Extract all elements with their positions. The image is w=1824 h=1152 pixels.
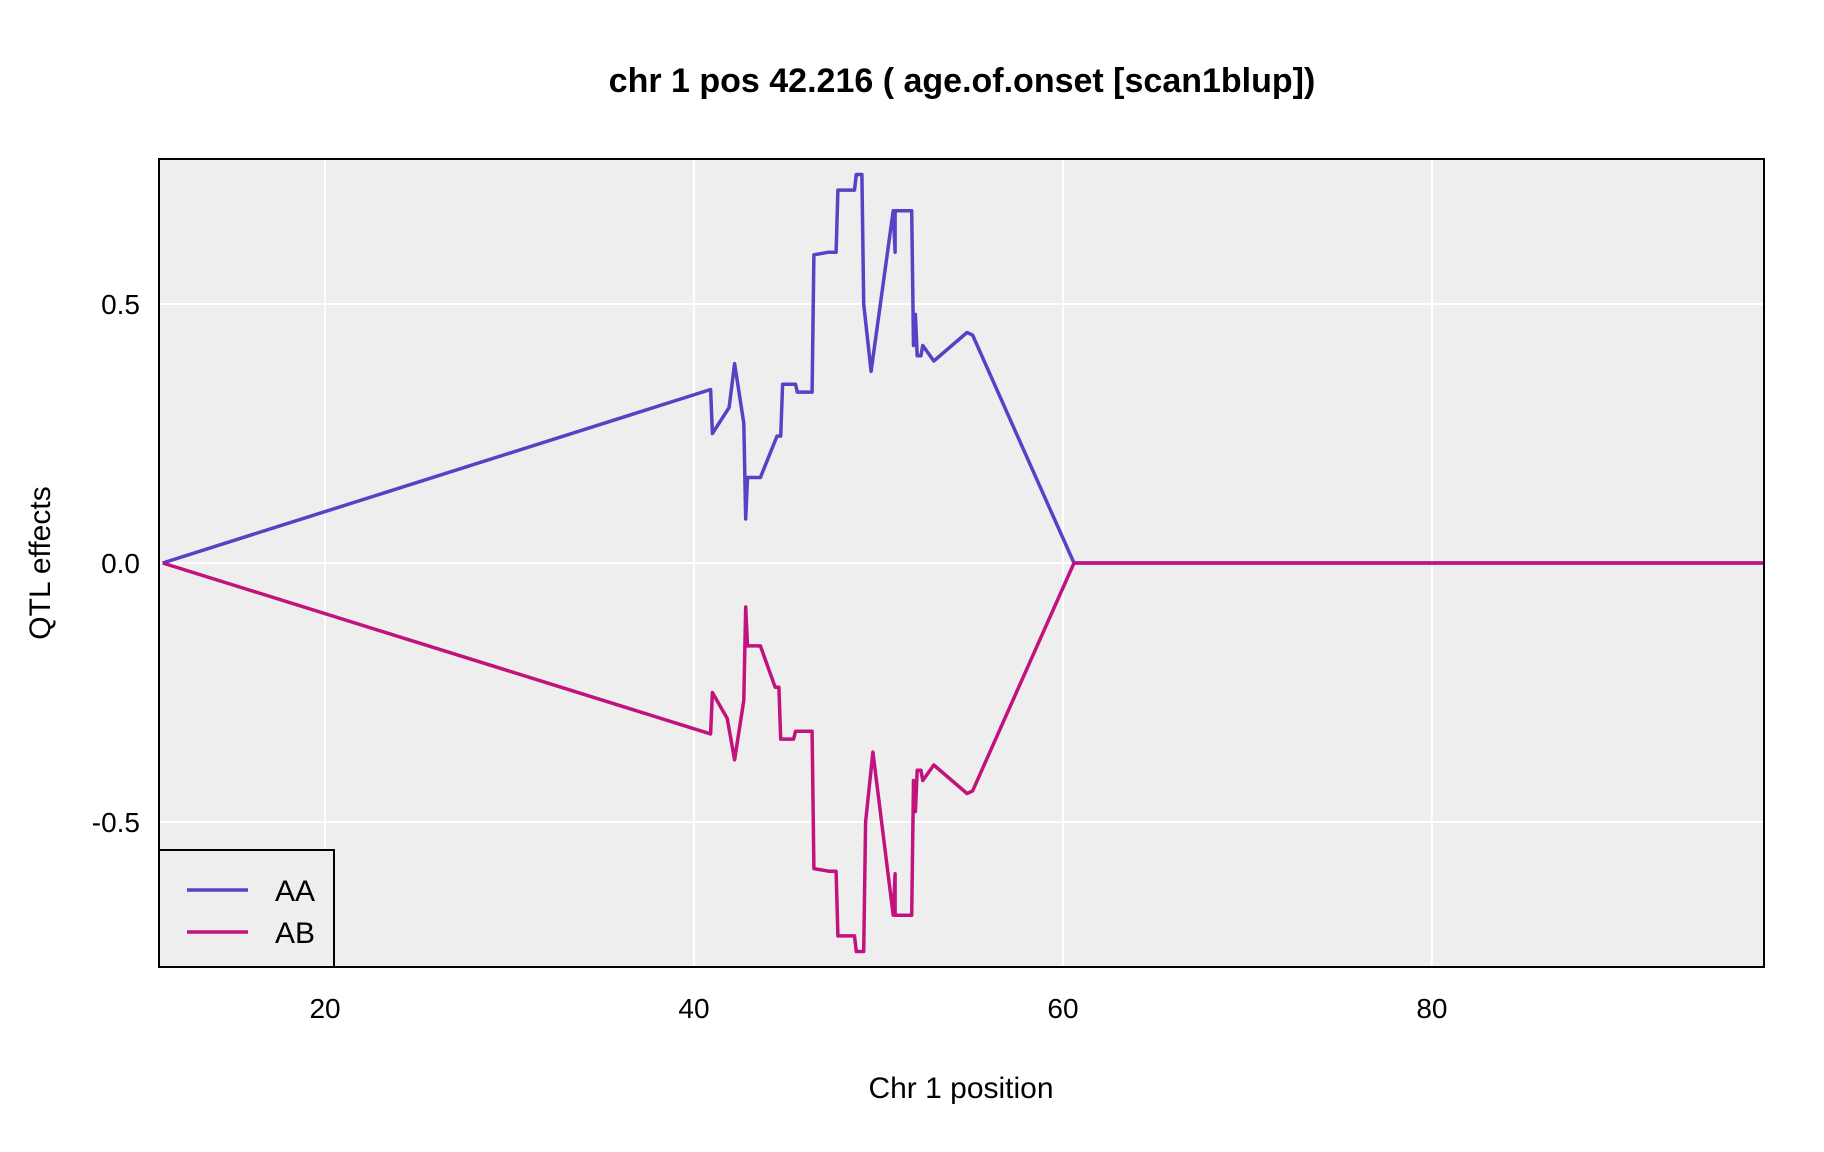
- legend-box: [158, 849, 335, 968]
- legend: AA AB: [158, 849, 335, 968]
- y-tick-label: 0.5: [101, 289, 140, 320]
- plot-frame: [158, 158, 1765, 968]
- y-axis-ticks: -0.5 0.0 0.5: [92, 289, 140, 838]
- y-axis-label: QTL effects: [24, 486, 57, 639]
- x-axis-ticks: 20 40 60 80: [309, 993, 1447, 1024]
- y-tick-label: -0.5: [92, 807, 140, 838]
- y-tick-label: 0.0: [101, 548, 140, 579]
- chart-title: chr 1 pos 42.216 ( age.of.onset [scan1bl…: [609, 62, 1316, 100]
- x-tick-label: 40: [678, 993, 709, 1024]
- x-tick-label: 20: [309, 993, 340, 1024]
- legend-label-ab: AB: [275, 917, 315, 950]
- x-tick-label: 80: [1416, 993, 1447, 1024]
- legend-label-aa: AA: [275, 875, 315, 908]
- series-line-aa: [162, 172, 1764, 565]
- x-tick-label: 60: [1047, 993, 1078, 1024]
- series-line-ab: [162, 561, 1764, 954]
- series-lines: [162, 172, 1764, 954]
- x-axis-label: Chr 1 position: [868, 1072, 1053, 1105]
